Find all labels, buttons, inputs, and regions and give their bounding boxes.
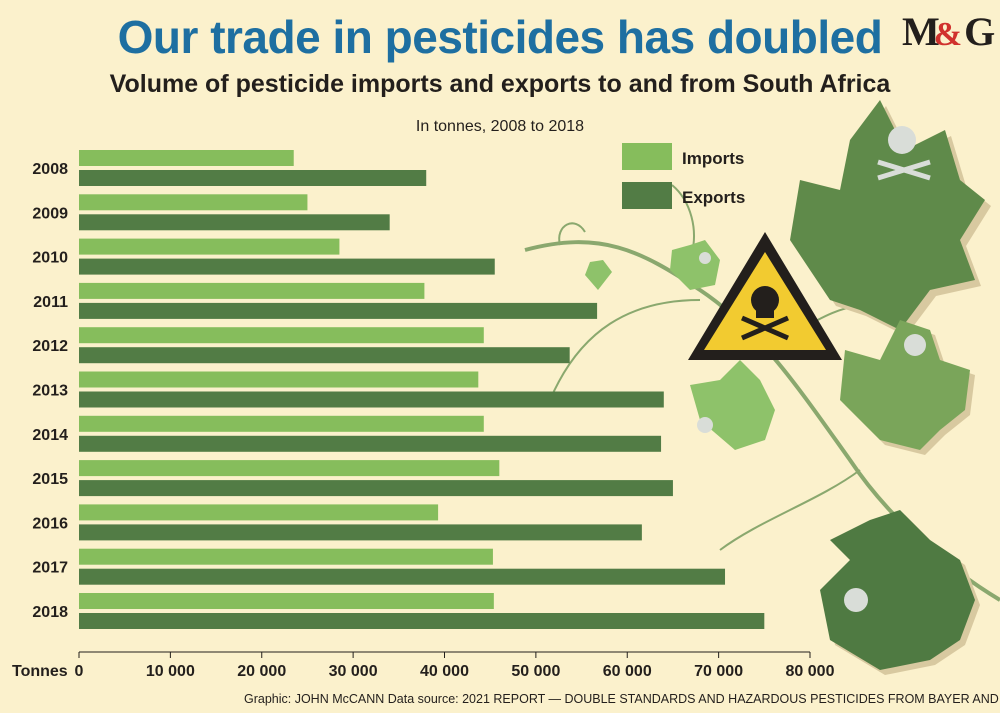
credit-note: Graphic: JOHN McCANN Data source: 2021 R… — [244, 692, 1000, 706]
bar-exports-2016 — [79, 524, 642, 541]
year-label-2008: 2008 — [32, 161, 68, 178]
bar-imports-2016 — [79, 504, 439, 521]
x-tick-label: 40 000 — [420, 663, 469, 680]
bar-imports-2013 — [79, 371, 479, 388]
year-label-2011: 2011 — [33, 294, 68, 311]
year-labels: 2008 2009 2010 2011 2012 2013 2014 2015 2016 2017… — [32, 161, 68, 621]
bar-exports-2018 — [79, 613, 765, 629]
x-tick-label: 60 000 — [603, 663, 652, 680]
chart-subtitle: Volume of pesticide imports and exports … — [109, 70, 891, 98]
year-label-2010: 2010 — [32, 250, 68, 267]
bar-exports-2010 — [79, 258, 495, 275]
bar-exports-2017 — [79, 568, 726, 585]
bar-imports-2008 — [79, 150, 294, 166]
year-label-2012: 2012 — [32, 338, 68, 355]
bar-imports-2011 — [79, 282, 425, 299]
year-label-2013: 2013 — [32, 383, 68, 400]
bar-imports-2009 — [79, 194, 308, 211]
chart-title: Our trade in pesticides has doubled — [117, 11, 883, 63]
mg-logo: M& G — [902, 9, 995, 54]
bars-group — [79, 150, 765, 629]
legend-swatch-imports — [622, 143, 672, 170]
legend-label-imports: Imports — [682, 149, 744, 168]
bar-exports-2009 — [79, 214, 390, 231]
x-tick-label: 50 000 — [511, 663, 560, 680]
vine-illustration — [524, 100, 1000, 675]
x-axis-label: Tonnes — [12, 663, 68, 680]
bar-exports-2015 — [79, 480, 673, 497]
x-tick-label: 20 000 — [237, 663, 286, 680]
bar-imports-2012 — [79, 327, 484, 344]
x-tick-label: 0 — [75, 663, 84, 680]
bar-exports-2013 — [79, 391, 664, 408]
year-label-2018: 2018 — [32, 604, 68, 621]
year-label-2015: 2015 — [32, 471, 68, 488]
bar-imports-2017 — [79, 548, 493, 565]
legend-swatch-exports — [622, 182, 672, 209]
bar-exports-2008 — [79, 170, 427, 186]
bar-exports-2011 — [79, 302, 598, 319]
x-tick-label: 80 000 — [786, 663, 835, 680]
bar-exports-2012 — [79, 347, 570, 364]
bar-exports-2014 — [79, 435, 662, 452]
year-label-2017: 2017 — [32, 560, 68, 577]
x-tick-label: 30 000 — [329, 663, 378, 680]
bar-imports-2015 — [79, 460, 500, 477]
leaf-middle-right — [840, 320, 975, 455]
bar-imports-2014 — [79, 415, 484, 432]
year-label-2014: 2014 — [32, 427, 68, 444]
leaf-small — [585, 240, 775, 450]
leaf-top-right — [790, 100, 991, 336]
bar-imports-2010 — [79, 238, 340, 255]
x-tick-label: 10 000 — [146, 663, 195, 680]
legend-label-exports: Exports — [682, 188, 745, 207]
bar-imports-2018 — [79, 593, 494, 609]
hazard-warning-icon — [688, 232, 842, 360]
year-label-2009: 2009 — [32, 205, 68, 222]
x-tick-label: 70 000 — [694, 663, 743, 680]
legend: Imports Exports — [622, 143, 745, 209]
leaf-bottom-right — [820, 510, 980, 675]
units-note: In tonnes, 2008 to 2018 — [415, 118, 585, 135]
year-label-2016: 2016 — [32, 515, 68, 532]
x-axis: 0 10 000 20 000 30 000 40 000 50 000 60 000 70 … — [12, 651, 835, 680]
